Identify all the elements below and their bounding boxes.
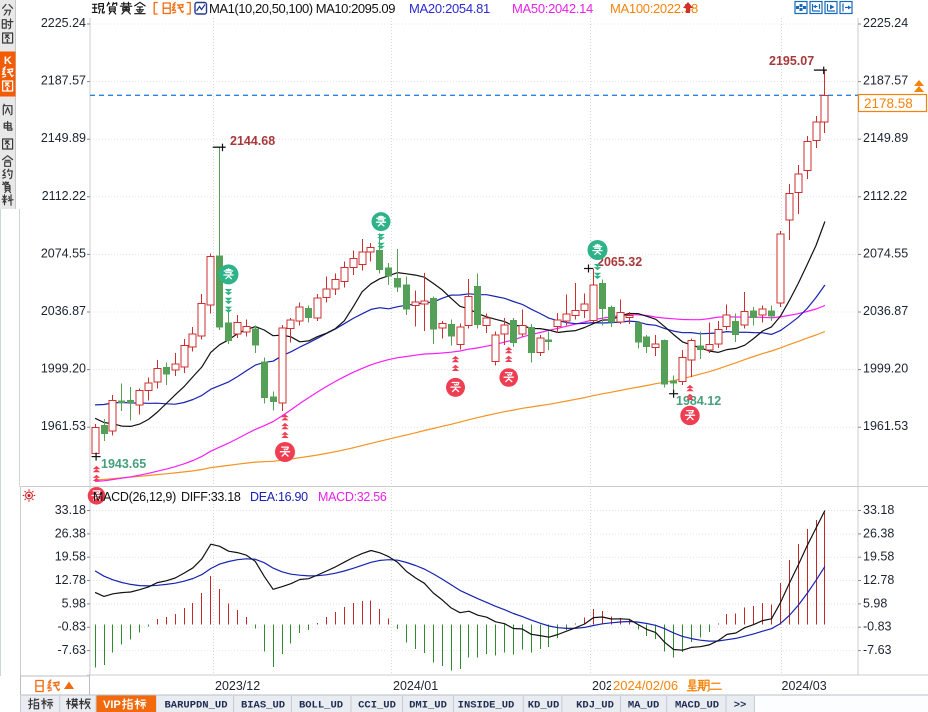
svg-text:1943.65: 1943.65 [101, 457, 146, 471]
svg-text:202: 202 [592, 679, 613, 693]
svg-text:12.78: 12.78 [863, 573, 894, 587]
svg-text:1999.20: 1999.20 [41, 362, 86, 376]
svg-text:2024/03: 2024/03 [782, 679, 827, 693]
svg-text:DIFF:33.18: DIFF:33.18 [181, 490, 241, 504]
svg-text:2024/01: 2024/01 [393, 679, 438, 693]
svg-text:2149.89: 2149.89 [41, 131, 86, 145]
svg-text:KDJ_UD: KDJ_UD [576, 700, 614, 712]
svg-text:2036.87: 2036.87 [41, 304, 86, 318]
svg-text:5.98: 5.98 [62, 596, 86, 610]
svg-text:MACD(26,12,9): MACD(26,12,9) [93, 490, 176, 504]
svg-text:1984.12: 1984.12 [676, 394, 721, 408]
svg-text:2187.57: 2187.57 [41, 74, 86, 88]
svg-text:2195.07: 2195.07 [769, 54, 814, 68]
svg-text:5.98: 5.98 [863, 596, 887, 610]
svg-text:12.78: 12.78 [55, 573, 86, 587]
svg-text:19.58: 19.58 [863, 550, 894, 564]
svg-text:2225.24: 2225.24 [41, 16, 86, 30]
svg-text:2149.89: 2149.89 [863, 131, 908, 145]
svg-text:2036.87: 2036.87 [863, 304, 908, 318]
svg-text:2144.68: 2144.68 [230, 134, 275, 148]
svg-text:1961.53: 1961.53 [41, 419, 86, 433]
svg-text:2112.22: 2112.22 [863, 189, 907, 203]
svg-text:MA50:2042.14: MA50:2042.14 [512, 1, 593, 16]
svg-text:2187.57: 2187.57 [863, 74, 908, 88]
svg-text:BARUPDN_UD: BARUPDN_UD [164, 700, 227, 712]
svg-text:MA20:2054.81: MA20:2054.81 [409, 1, 490, 16]
svg-text:2024/02/06: 2024/02/06 [613, 678, 678, 693]
svg-text:K: K [4, 55, 12, 67]
svg-text:19.58: 19.58 [55, 550, 86, 564]
svg-text:DMI_UD: DMI_UD [409, 700, 447, 712]
svg-text:2178.58: 2178.58 [864, 96, 913, 111]
svg-text:MACD:32.56: MACD:32.56 [318, 490, 387, 504]
svg-text:2074.55: 2074.55 [41, 246, 86, 260]
svg-text:1961.53: 1961.53 [863, 419, 908, 433]
svg-text:-0.83: -0.83 [863, 620, 892, 634]
svg-text:MA1(10,20,50,100) MA10:2095.09: MA1(10,20,50,100) MA10:2095.09 [209, 1, 395, 16]
svg-text:1999.20: 1999.20 [863, 362, 908, 376]
svg-text:MA_UD: MA_UD [628, 700, 660, 712]
svg-text:CCI_UD: CCI_UD [358, 700, 396, 712]
svg-text:VIP: VIP [103, 699, 121, 711]
svg-text:-7.63: -7.63 [58, 643, 87, 657]
svg-text:-7.63: -7.63 [863, 643, 892, 657]
svg-text:BIAS_UD: BIAS_UD [241, 700, 285, 712]
svg-text:33.18: 33.18 [55, 503, 86, 517]
svg-text:MA100:2022.58: MA100:2022.58 [610, 1, 698, 16]
svg-text:-0.83: -0.83 [58, 620, 87, 634]
svg-text:26.38: 26.38 [863, 526, 894, 540]
svg-text:BOLL_UD: BOLL_UD [299, 700, 343, 712]
svg-text:2065.32: 2065.32 [597, 255, 642, 269]
svg-text:2074.55: 2074.55 [863, 246, 908, 260]
svg-text:INSIDE_UD: INSIDE_UD [458, 700, 515, 712]
svg-text:KD_UD: KD_UD [528, 700, 560, 712]
svg-text:DEA:16.90: DEA:16.90 [250, 490, 308, 504]
svg-text:2225.24: 2225.24 [863, 16, 908, 30]
svg-text:26.38: 26.38 [55, 526, 86, 540]
svg-text:2023/12: 2023/12 [215, 679, 260, 693]
svg-text:33.18: 33.18 [863, 503, 894, 517]
svg-text:MACD_UD: MACD_UD [675, 700, 719, 712]
svg-text:2112.22: 2112.22 [42, 189, 86, 203]
svg-text:>>: >> [734, 700, 747, 712]
